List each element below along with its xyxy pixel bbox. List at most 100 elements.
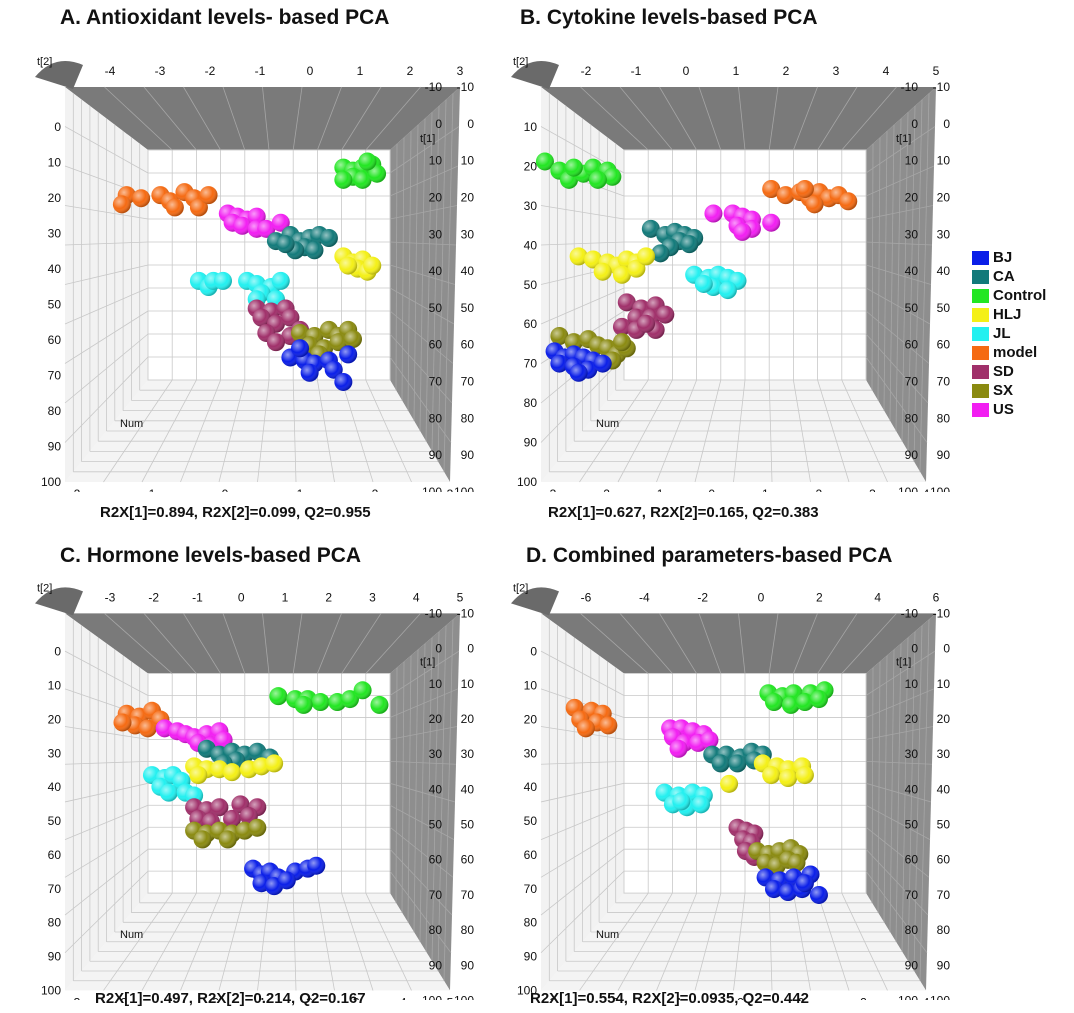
tick-label-z-inner: 20 xyxy=(429,190,443,204)
legend-swatch xyxy=(972,383,989,398)
tick-label-z-outer: 0 xyxy=(467,117,474,131)
tick-label-z-inner: 0 xyxy=(435,117,442,131)
point-shading xyxy=(569,363,588,382)
panel-a-stats: R2X[1]=0.894, R2X[2]=0.099, Q2=0.955 xyxy=(100,504,371,521)
point-shading xyxy=(294,695,313,714)
point-shading xyxy=(599,716,618,735)
point-shading xyxy=(809,690,828,709)
tick-label-y-left: 40 xyxy=(48,262,62,276)
point-shading xyxy=(720,774,739,793)
point-shading xyxy=(805,195,824,214)
tick-label-z-outer: 80 xyxy=(937,923,951,937)
tick-label-z-inner: 60 xyxy=(429,853,443,867)
tick-label-x-bottom: 3 xyxy=(353,995,360,1000)
tick-label-z-inner: 100 xyxy=(422,485,442,492)
legend-label: Control xyxy=(993,287,1047,304)
tick-label-z-outer: 60 xyxy=(937,338,951,352)
tick-label-z-inner: 0 xyxy=(911,642,918,656)
tick-label-y-left: 90 xyxy=(48,950,62,964)
tick-label-z-outer: 100 xyxy=(930,993,950,1000)
point-shading xyxy=(307,856,326,875)
tick-label-y-left: 70 xyxy=(524,357,538,371)
tick-label-z-inner: 30 xyxy=(429,227,443,241)
point-shading xyxy=(704,204,723,223)
panel-d-title: D. Combined parameters-based PCA xyxy=(526,544,893,567)
legend-label: HLJ xyxy=(993,306,1022,323)
point-shading xyxy=(603,167,622,186)
tick-label-x-bottom: -1 xyxy=(653,487,664,492)
tick-label-z-inner: 30 xyxy=(905,227,919,241)
top-wall xyxy=(541,613,936,674)
tick-label-y-left: 60 xyxy=(48,848,62,862)
point-shading xyxy=(218,830,237,849)
tick-label-x-top: 0 xyxy=(238,590,245,604)
axis-label-num: Num xyxy=(596,418,619,430)
point-shading xyxy=(189,198,208,217)
tick-label-z-inner: 10 xyxy=(905,154,919,168)
point-shading xyxy=(257,219,276,238)
tick-label-y-left: 40 xyxy=(48,780,62,794)
point-shading xyxy=(637,314,656,333)
point-shading xyxy=(189,766,208,785)
tick-label-z-outer: 30 xyxy=(937,227,951,241)
point-shading xyxy=(762,766,781,785)
point-shading xyxy=(584,250,603,269)
tick-label-z-inner: 80 xyxy=(905,923,919,937)
tick-label-z-inner: -10 xyxy=(901,606,919,620)
tick-label-z-inner: 80 xyxy=(429,923,443,937)
tick-label-z-inner: 100 xyxy=(898,485,918,492)
tick-label-x-top: 1 xyxy=(357,64,364,78)
tick-label-z-inner: 50 xyxy=(905,818,919,832)
point-shading xyxy=(839,192,858,211)
tick-label-z-outer: 30 xyxy=(937,747,951,761)
point-shading xyxy=(165,198,184,217)
point-shading xyxy=(765,880,784,899)
point-shading xyxy=(252,308,271,327)
point-shading xyxy=(550,354,569,373)
tick-label-x-top: 2 xyxy=(407,64,414,78)
tick-label-y-left: 40 xyxy=(524,780,538,794)
tick-label-z-inner: 10 xyxy=(905,677,919,691)
legend-item-bj: BJ xyxy=(972,248,1046,267)
tick-label-z-outer: 20 xyxy=(461,712,475,726)
tick-label-z-outer: 20 xyxy=(461,190,475,204)
tick-label-x-bottom: 1 xyxy=(297,487,304,492)
tick-label-y-left: 30 xyxy=(524,746,538,760)
tick-label-x-bottom: -4 xyxy=(671,995,682,1000)
tick-label-y-left: 0 xyxy=(54,120,61,134)
point-shading xyxy=(329,333,348,352)
tick-label-x-bottom: -8 xyxy=(546,995,557,1000)
tick-label-z-outer: 80 xyxy=(937,411,951,425)
point-shading xyxy=(340,690,359,709)
tick-label-z-outer: 70 xyxy=(937,375,951,389)
legend-swatch xyxy=(972,326,989,341)
point-shading xyxy=(680,235,699,254)
tick-label-x-bottom: -6 xyxy=(608,995,619,1000)
tick-label-x-top: -1 xyxy=(255,64,266,78)
legend-label: US xyxy=(993,401,1014,418)
tick-label-y-left: 60 xyxy=(524,317,538,331)
legend-label: CA xyxy=(993,268,1015,285)
tick-label-x-bottom: -1 xyxy=(163,995,174,1000)
point-shading xyxy=(339,256,358,275)
tick-label-x-bottom: 0 xyxy=(212,995,219,1000)
tick-label-x-top: 3 xyxy=(457,64,464,78)
axis-label-t2: t[2] xyxy=(513,582,528,594)
tick-label-y-left: 40 xyxy=(524,238,538,252)
tick-label-z-inner: 40 xyxy=(429,782,443,796)
axis-label-t1: t[1] xyxy=(896,133,911,145)
tick-label-x-bottom: -1 xyxy=(145,487,156,492)
point-shading xyxy=(358,152,377,171)
point-shading xyxy=(795,180,814,198)
tick-label-z-inner: 90 xyxy=(429,448,443,462)
panel-b-plot: t[2]t[1]Num-2-1012345-3-2-101234-10-1000… xyxy=(511,56,951,492)
axis-cone xyxy=(511,587,559,616)
tick-label-x-top: 3 xyxy=(369,590,376,604)
tick-label-y-left: 70 xyxy=(524,882,538,896)
point-shading xyxy=(265,754,284,773)
point-shading xyxy=(138,719,157,738)
point-shading xyxy=(199,186,218,205)
tick-label-z-outer: 10 xyxy=(461,154,475,168)
tick-label-x-top: 0 xyxy=(758,590,765,604)
legend-swatch xyxy=(972,402,989,417)
